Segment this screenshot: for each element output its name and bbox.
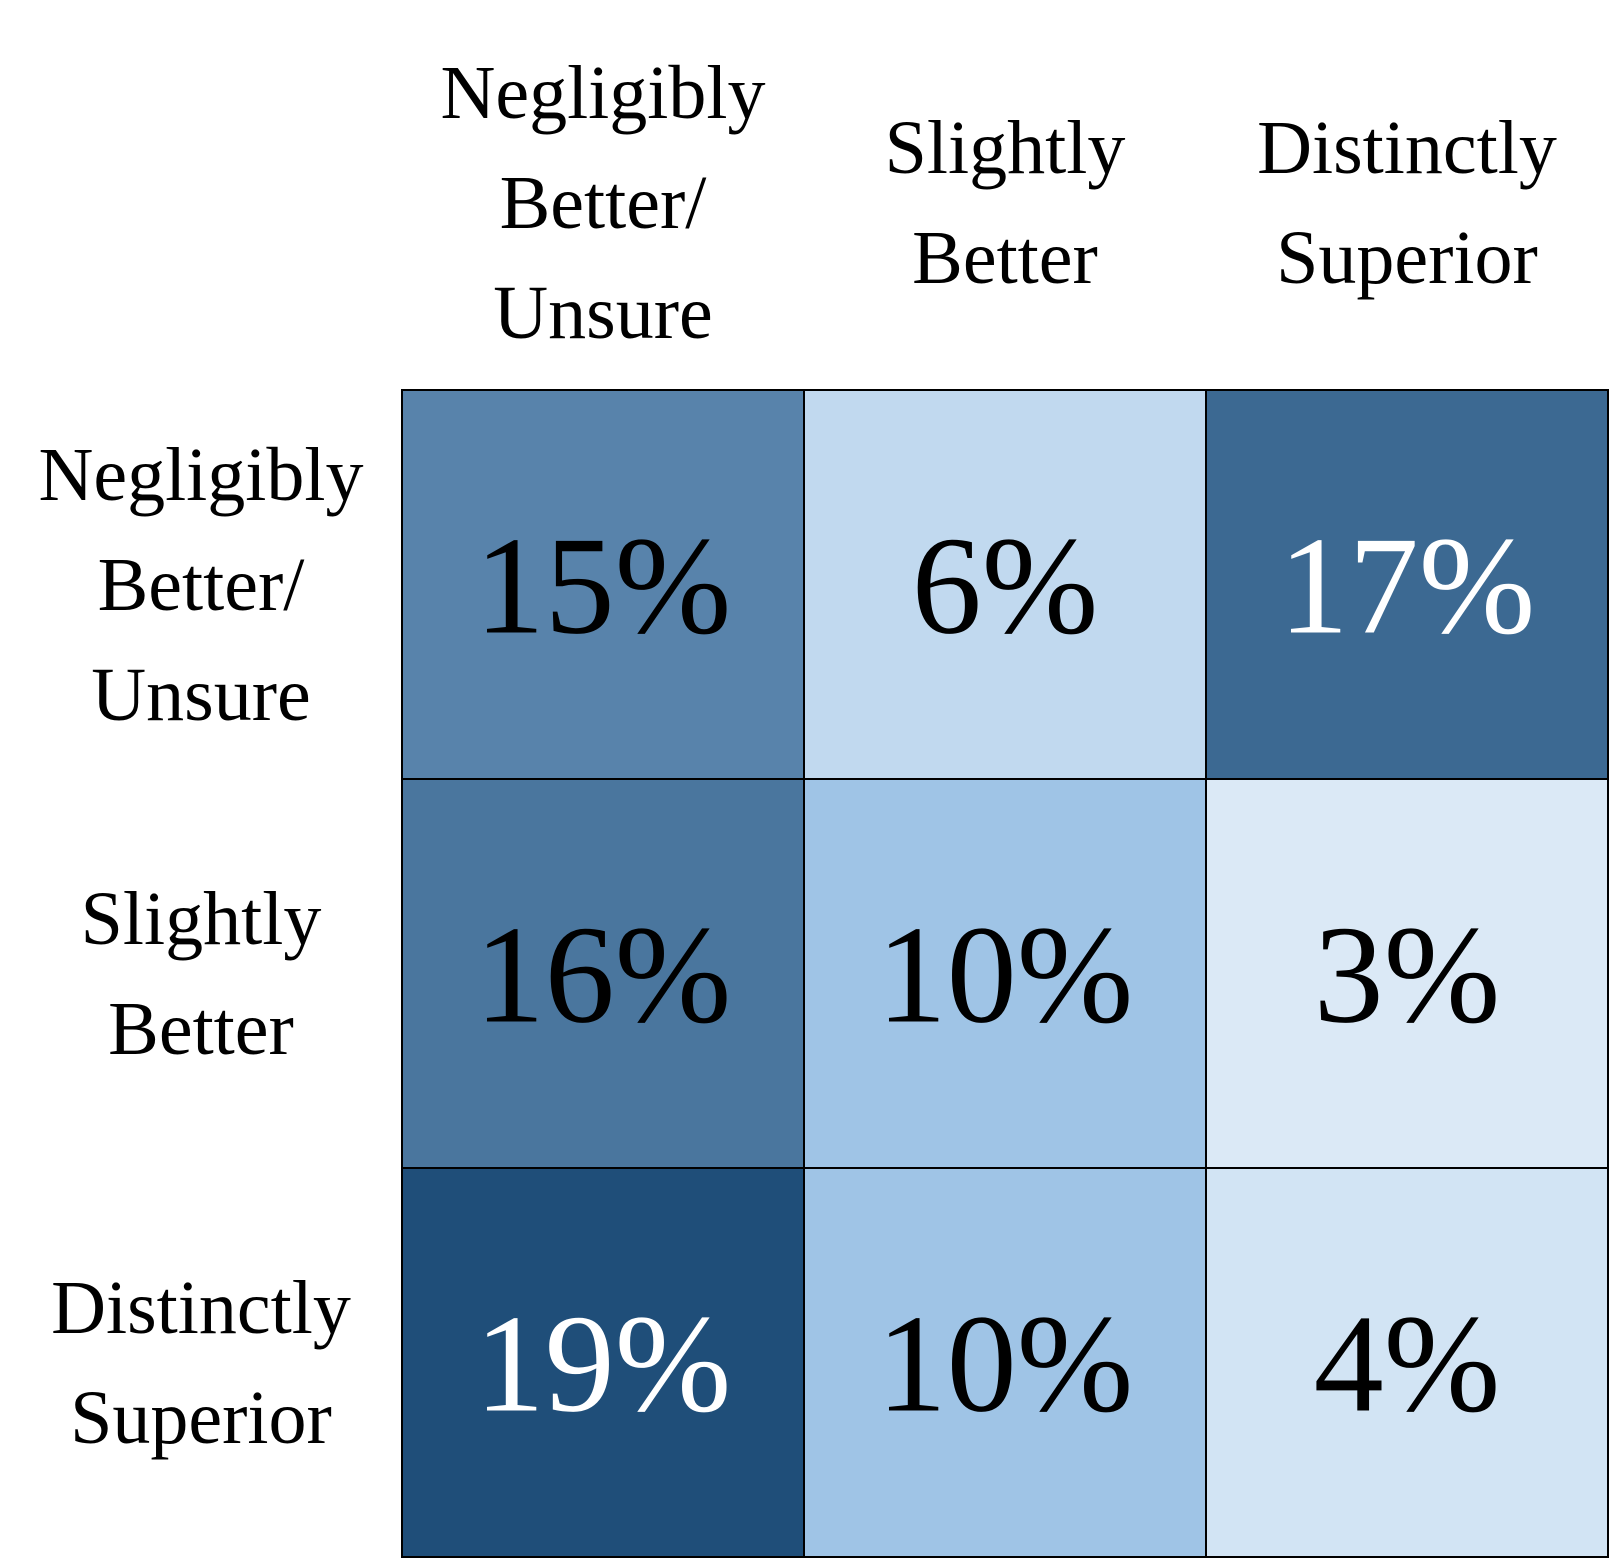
heatmap-cell-r1-c1 xyxy=(803,778,1207,1169)
heatmap-cell-label-r2-c0: 19% xyxy=(475,1287,732,1442)
heatmap-cell-r1-c0 xyxy=(401,778,805,1169)
heatmap-cell-label-r2-c1: 10% xyxy=(877,1287,1134,1442)
heatmap-cell-label-r0-c0: 15% xyxy=(475,509,732,664)
column-label-negligibly-better-unsure: Negligibly Better/ Unsure xyxy=(440,51,766,355)
heatmap-cell-r2-c2 xyxy=(1205,1167,1609,1558)
heatmap-cell-label-r1-c2: 3% xyxy=(1314,898,1501,1053)
row-label-slightly-better: Slightly Better xyxy=(80,876,322,1071)
column-label-slightly-better: Slightly Better xyxy=(884,106,1126,300)
row-label-distinctly-superior: Distinctly Superior xyxy=(51,1265,351,1460)
heatmap-cell-label-r1-c0: 16% xyxy=(475,898,732,1053)
row-label-negligibly-better-unsure: Negligibly Better/ Unsure xyxy=(38,432,364,737)
heatmap-cell-label-r1-c1: 10% xyxy=(877,898,1134,1053)
heatmap-cell-r2-c0 xyxy=(401,1167,805,1558)
heatmap-cell-r0-c0 xyxy=(401,389,805,780)
heatmap-cell-r1-c2 xyxy=(1205,778,1609,1169)
heatmap-cell-label-r0-c1: 6% xyxy=(912,509,1099,664)
heatmap-cell-r2-c1 xyxy=(803,1167,1207,1558)
heatmap-cell-label-r2-c2: 4% xyxy=(1314,1287,1501,1442)
heatmap-cell-label-r0-c2: 17% xyxy=(1279,509,1536,664)
heatmap-cell-r0-c2 xyxy=(1205,389,1609,780)
column-label-distinctly-superior: Distinctly Superior xyxy=(1257,106,1557,300)
